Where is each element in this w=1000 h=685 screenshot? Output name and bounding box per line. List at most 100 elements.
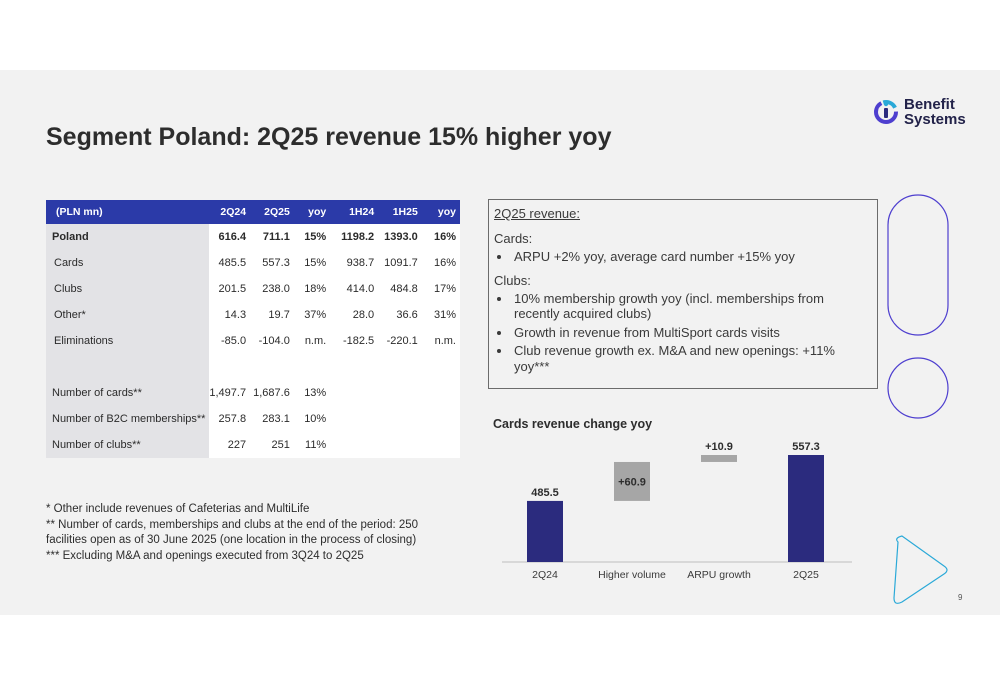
col-header: 2Q24 bbox=[208, 200, 251, 224]
table-cell: 1,687.6 bbox=[250, 380, 294, 406]
col-header: 2Q25 bbox=[250, 200, 294, 224]
table-cell: 15% bbox=[293, 224, 331, 250]
table-row: Number of clubs** 227 251 11% bbox=[46, 432, 460, 458]
table-cell: 484.8 bbox=[378, 276, 422, 302]
page-number: 9 bbox=[958, 593, 963, 602]
table-cell: 201.5 bbox=[208, 276, 251, 302]
table-cell: 1091.7 bbox=[378, 250, 422, 276]
table-cell: n.m. bbox=[293, 328, 331, 354]
table-cell: 557.3 bbox=[250, 250, 294, 276]
table-cell: 1198.2 bbox=[330, 224, 379, 250]
table-cell: Number of cards** bbox=[46, 380, 209, 406]
table-cell: 13% bbox=[293, 380, 331, 406]
cards-label: Cards: bbox=[494, 231, 533, 246]
data-label: 485.5 bbox=[531, 487, 559, 499]
col-header: 1H25 bbox=[378, 200, 422, 224]
decorative-shapes bbox=[887, 194, 949, 604]
table-cell: 711.1 bbox=[250, 224, 294, 250]
category-label: 2Q24 bbox=[532, 569, 558, 581]
table-row: Clubs 201.5 238.0 18% 414.0 484.8 17% bbox=[46, 276, 460, 302]
col-header: 1H24 bbox=[330, 200, 379, 224]
table-cell: Cards bbox=[46, 250, 209, 276]
table-cell: Number of clubs** bbox=[46, 432, 209, 458]
waterfall-bar bbox=[788, 455, 824, 562]
benefit-systems-logo-icon bbox=[874, 100, 898, 124]
col-header: yoy bbox=[293, 200, 331, 224]
footnotes: * Other include revenues of Cafeterias a… bbox=[46, 502, 436, 564]
logo-line-1: Benefit bbox=[904, 96, 955, 113]
commentary-box: 2Q25 revenue: Cards: ARPU +2% yoy, avera… bbox=[488, 199, 878, 389]
chart-title: Cards revenue change yoy bbox=[493, 417, 653, 431]
table-header-row: (PLN mn) 2Q24 2Q25 yoy 1H24 1H25 yoy bbox=[46, 200, 460, 224]
waterfall-bar bbox=[527, 500, 563, 562]
table-cell: 11% bbox=[293, 432, 331, 458]
footnote: *** Excluding M&A and openings executed … bbox=[46, 549, 364, 562]
data-label: 557.3 bbox=[792, 441, 820, 453]
table-cell: 251 bbox=[250, 432, 294, 458]
bullet-item: 10% membership growth yoy (incl. members… bbox=[512, 291, 872, 322]
decorative-pill-outline bbox=[887, 194, 949, 336]
table-cell: 15% bbox=[293, 250, 331, 276]
table-cell: 16% bbox=[421, 250, 460, 276]
logo-text: Benefit Systems bbox=[904, 97, 966, 127]
table-row: Other* 14.3 19.7 37% 28.0 36.6 31% bbox=[46, 302, 460, 328]
table-cell: Poland bbox=[46, 224, 209, 250]
table-row: Number of B2C memberships** 257.8 283.1 … bbox=[46, 406, 460, 432]
table-cell: 485.5 bbox=[208, 250, 251, 276]
segment-table: (PLN mn) 2Q24 2Q25 yoy 1H24 1H25 yoy Pol… bbox=[46, 200, 460, 458]
commentary-heading: 2Q25 revenue: bbox=[494, 206, 581, 221]
table-cell: 227 bbox=[208, 432, 251, 458]
table-cell: Other* bbox=[46, 302, 209, 328]
table-cell: Clubs bbox=[46, 276, 209, 302]
decorative-play-outline bbox=[893, 535, 948, 604]
waterfall-bar bbox=[614, 461, 650, 501]
logo-line-2: Systems bbox=[904, 111, 966, 128]
table-cell: 938.7 bbox=[330, 250, 379, 276]
table-cell: 19.7 bbox=[250, 302, 294, 328]
bullet-item: Growth in revenue from MultiSport cards … bbox=[512, 325, 872, 341]
data-label: +10.9 bbox=[705, 441, 733, 453]
table-row: Number of cards** 1,497.7 1,687.6 13% bbox=[46, 380, 460, 406]
table-cell: 37% bbox=[293, 302, 331, 328]
cards-bullets: ARPU +2% yoy, average card number +15% y… bbox=[494, 249, 872, 265]
table-cell: 1393.0 bbox=[378, 224, 422, 250]
clubs-bullets: 10% membership growth yoy (incl. members… bbox=[494, 291, 872, 375]
table-cell: 16% bbox=[421, 224, 460, 250]
category-label: 2Q25 bbox=[793, 569, 819, 581]
table-cell: -104.0 bbox=[250, 328, 294, 354]
table-cell: 14.3 bbox=[208, 302, 251, 328]
table-cell: -85.0 bbox=[208, 328, 251, 354]
col-header: yoy bbox=[421, 200, 460, 224]
table-cell: -182.5 bbox=[330, 328, 379, 354]
table-cell: Number of B2C memberships** bbox=[46, 406, 209, 432]
table-row: Eliminations -85.0 -104.0 n.m. -182.5 -2… bbox=[46, 328, 460, 354]
page-title: Segment Poland: 2Q25 revenue 15% higher … bbox=[46, 123, 612, 151]
table-cell: 31% bbox=[421, 302, 460, 328]
cards-revenue-waterfall-chart: 485.5 2Q24 +60.9 Higher volume +10.9 ARPU gro… bbox=[502, 441, 852, 581]
col-header: (PLN mn) bbox=[46, 200, 209, 224]
slide: Segment Poland: 2Q25 revenue 15% higher … bbox=[0, 70, 1000, 615]
footnote: ** Number of cards, memberships and club… bbox=[46, 518, 419, 547]
company-logo: Benefit Systems bbox=[872, 97, 982, 129]
category-label: Higher volume bbox=[598, 569, 666, 581]
category-label: ARPU growth bbox=[687, 569, 751, 581]
bullet-item: Club revenue growth ex. M&A and new open… bbox=[512, 343, 872, 374]
table-cell: n.m. bbox=[421, 328, 460, 354]
table-cell: 257.8 bbox=[208, 406, 251, 432]
clubs-label: Clubs: bbox=[494, 272, 531, 288]
table-cell: 414.0 bbox=[330, 276, 379, 302]
table-cell: 10% bbox=[293, 406, 331, 432]
table-spacer-row bbox=[46, 354, 460, 380]
waterfall-bar bbox=[701, 455, 737, 462]
footnote: * Other include revenues of Cafeterias a… bbox=[46, 503, 310, 515]
table-cell: 1,497.7 bbox=[208, 380, 251, 406]
table-cell: 18% bbox=[293, 276, 331, 302]
decorative-circle-outline bbox=[887, 357, 949, 419]
table-cell: 28.0 bbox=[330, 302, 379, 328]
data-label: +60.9 bbox=[618, 476, 646, 488]
bullet-item: ARPU +2% yoy, average card number +15% y… bbox=[512, 249, 872, 265]
table-row: Poland 616.4 711.1 15% 1198.2 1393.0 16% bbox=[46, 224, 460, 250]
table-cell: -220.1 bbox=[378, 328, 422, 354]
table-cell: 616.4 bbox=[208, 224, 251, 250]
table-cell: 36.6 bbox=[378, 302, 422, 328]
